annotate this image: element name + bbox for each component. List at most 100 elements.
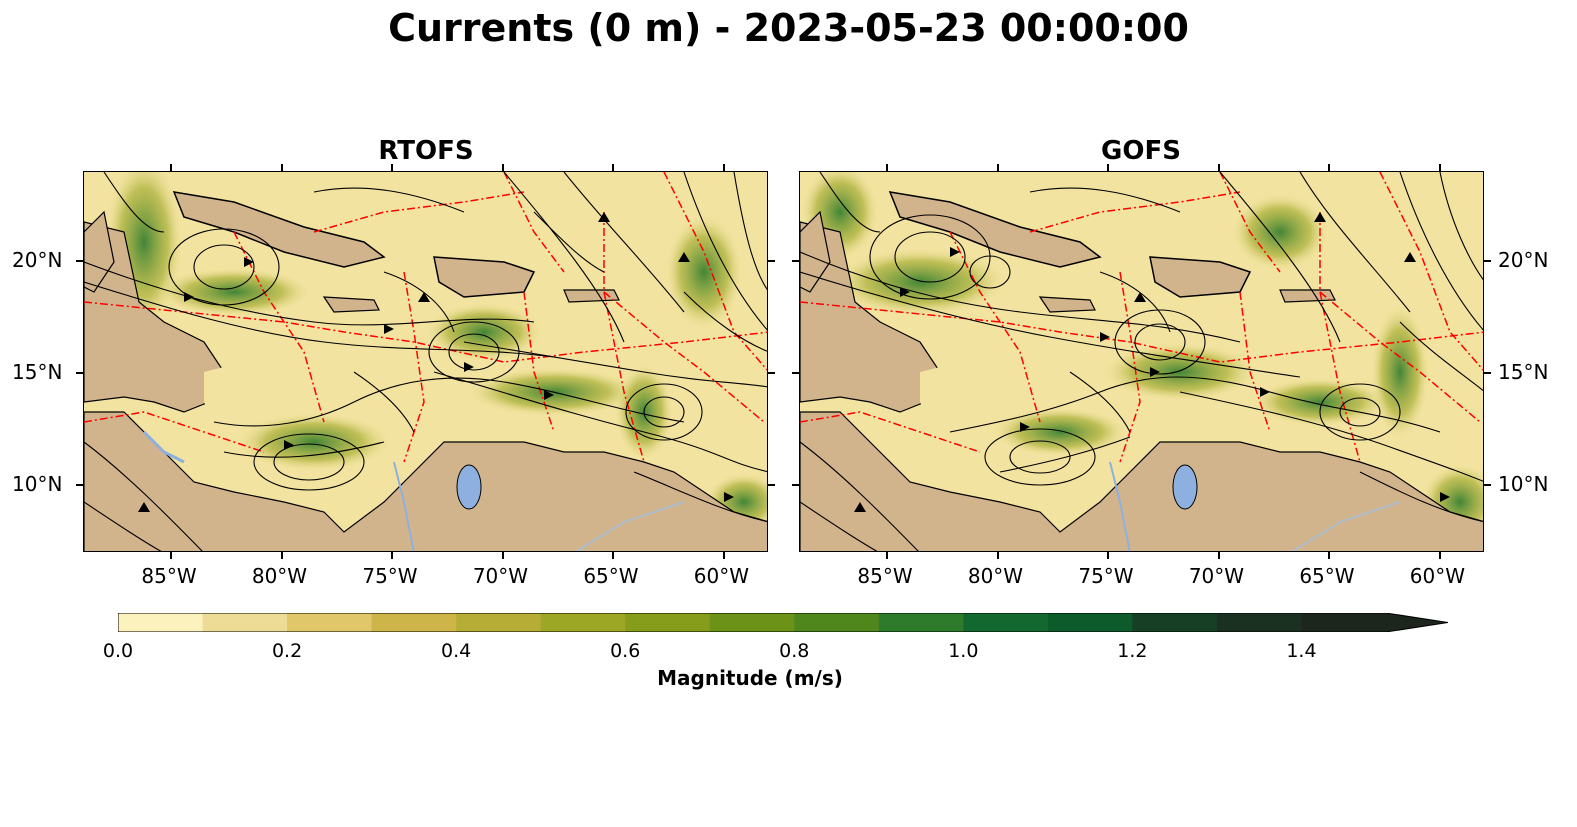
- map-svg-gofs: [800, 172, 1483, 551]
- lon-tick-label: 85°W: [857, 564, 913, 588]
- colorbar-segment: [963, 613, 1049, 632]
- colorbar-segment: [878, 613, 964, 632]
- lat-tickmark: [76, 259, 83, 262]
- lat-tick-label: 10°N: [12, 471, 63, 496]
- lat-tickmark: [768, 483, 775, 486]
- river: [393, 461, 415, 551]
- lon-tick-label: 65°W: [583, 564, 639, 588]
- land-cuba: [172, 191, 386, 268]
- colorbar-svg: [117, 612, 1449, 633]
- colorbar-segment: [1132, 613, 1218, 632]
- lat-tickmark: [792, 259, 799, 262]
- colorbar-tick-label: 0.4: [441, 640, 472, 662]
- lon-tickmark: [280, 164, 283, 171]
- colorbar-tick-label: 0.2: [271, 640, 303, 662]
- lat-tick-label: 20°N: [1498, 247, 1549, 272]
- colorbar-segment: [1216, 613, 1302, 632]
- lon-tickmark: [886, 552, 889, 559]
- colorbar: [117, 612, 1449, 633]
- colorbar-tick-label: 0.8: [779, 640, 810, 662]
- current-zone: [234, 412, 394, 472]
- lon-tickmark: [1438, 164, 1441, 171]
- lake-maracaibo: [456, 464, 482, 510]
- lon-tickmark: [886, 164, 889, 171]
- current-zone: [1100, 342, 1260, 402]
- lon-tickmark: [1328, 552, 1331, 559]
- land-yucatan: [84, 210, 115, 293]
- land-puerto-rico: [563, 289, 620, 303]
- lat-tick-label: 15°N: [1498, 359, 1549, 384]
- lon-tick-label: 65°W: [1299, 564, 1355, 588]
- lat-tickmark: [1484, 259, 1491, 262]
- land-yucatan: [800, 210, 831, 293]
- lon-tickmark: [170, 552, 173, 559]
- lon-tickmark: [612, 552, 615, 559]
- lon-tickmark: [501, 164, 504, 171]
- river: [1109, 461, 1131, 551]
- current-zone: [1230, 192, 1330, 272]
- lon-tick-label: 70°W: [1188, 564, 1245, 588]
- lat-tick-label: 20°N: [12, 247, 63, 272]
- lon-tickmark: [1438, 552, 1441, 559]
- colorbar-tick-label: 1.4: [1286, 640, 1317, 662]
- lat-tickmark: [76, 371, 83, 374]
- river: [1291, 501, 1401, 551]
- lon-tickmark: [391, 552, 394, 559]
- map-panel-gofs: [799, 171, 1484, 552]
- lon-tickmark: [996, 552, 999, 559]
- lon-tickmark: [1217, 164, 1220, 171]
- colorbar-segment: [794, 613, 880, 632]
- lon-tickmark: [722, 164, 725, 171]
- lat-tick-label: 15°N: [12, 359, 63, 384]
- figure-title: Currents (0 m) - 2023-05-23 00:00:00: [388, 6, 1189, 50]
- lon-tickmark: [391, 164, 394, 171]
- lon-tickmark: [1328, 164, 1331, 171]
- colorbar-label: Magnitude (m/s): [657, 666, 843, 690]
- streamline-arrows: [854, 212, 1450, 512]
- lon-tickmark: [1217, 552, 1220, 559]
- lon-tick-label: 75°W: [362, 564, 418, 588]
- streamlines: [800, 172, 1483, 551]
- map-panel-rtofs: [83, 171, 768, 552]
- current-zone: [830, 247, 1010, 317]
- lon-tick-label: 75°W: [1078, 564, 1134, 588]
- colorbar-segment: [202, 613, 288, 632]
- land-jamaica: [1038, 296, 1096, 313]
- colorbar-tick-label: 1.0: [948, 640, 979, 662]
- land-jamaica: [322, 296, 380, 313]
- lat-tickmark: [76, 483, 83, 486]
- lon-tickmark: [280, 552, 283, 559]
- current-zone: [990, 407, 1130, 457]
- colorbar-segment: [1047, 613, 1133, 632]
- current-zone: [664, 212, 744, 332]
- colorbar-segment: [118, 613, 204, 632]
- colorbar-segment: [709, 613, 795, 632]
- lon-tick-label: 85°W: [141, 564, 197, 588]
- lat-tickmark: [792, 483, 799, 486]
- lat-tickmark: [1484, 371, 1491, 374]
- colorbar-segment: [540, 613, 626, 632]
- lat-tickmark: [768, 371, 775, 374]
- current-zone: [1250, 377, 1390, 427]
- colorbar-extend-max: [1386, 613, 1448, 632]
- colorbar-tick-label: 0.0: [102, 640, 134, 662]
- current-zone: [424, 302, 544, 362]
- colorbar-tick-label: 0.6: [610, 640, 641, 662]
- current-zone: [1370, 302, 1430, 442]
- lat-tickmark: [1484, 483, 1491, 486]
- lon-tickmark: [612, 164, 615, 171]
- streamline-arrows: [138, 212, 734, 512]
- streamlines: [84, 172, 767, 551]
- colorbar-segment: [625, 613, 711, 632]
- land-panama-cut: [204, 332, 344, 422]
- land-cuba: [888, 191, 1102, 268]
- lon-tickmark: [1107, 552, 1110, 559]
- lon-tick-label: 80°W: [251, 564, 308, 588]
- lon-tick-label: 60°W: [693, 564, 750, 588]
- map-svg-rtofs: [84, 172, 767, 551]
- land-puerto-rico: [1279, 289, 1336, 303]
- lake-maracaibo: [1172, 464, 1198, 510]
- lon-tick-label: 70°W: [472, 564, 529, 588]
- lon-tickmark: [996, 164, 999, 171]
- river: [142, 430, 185, 464]
